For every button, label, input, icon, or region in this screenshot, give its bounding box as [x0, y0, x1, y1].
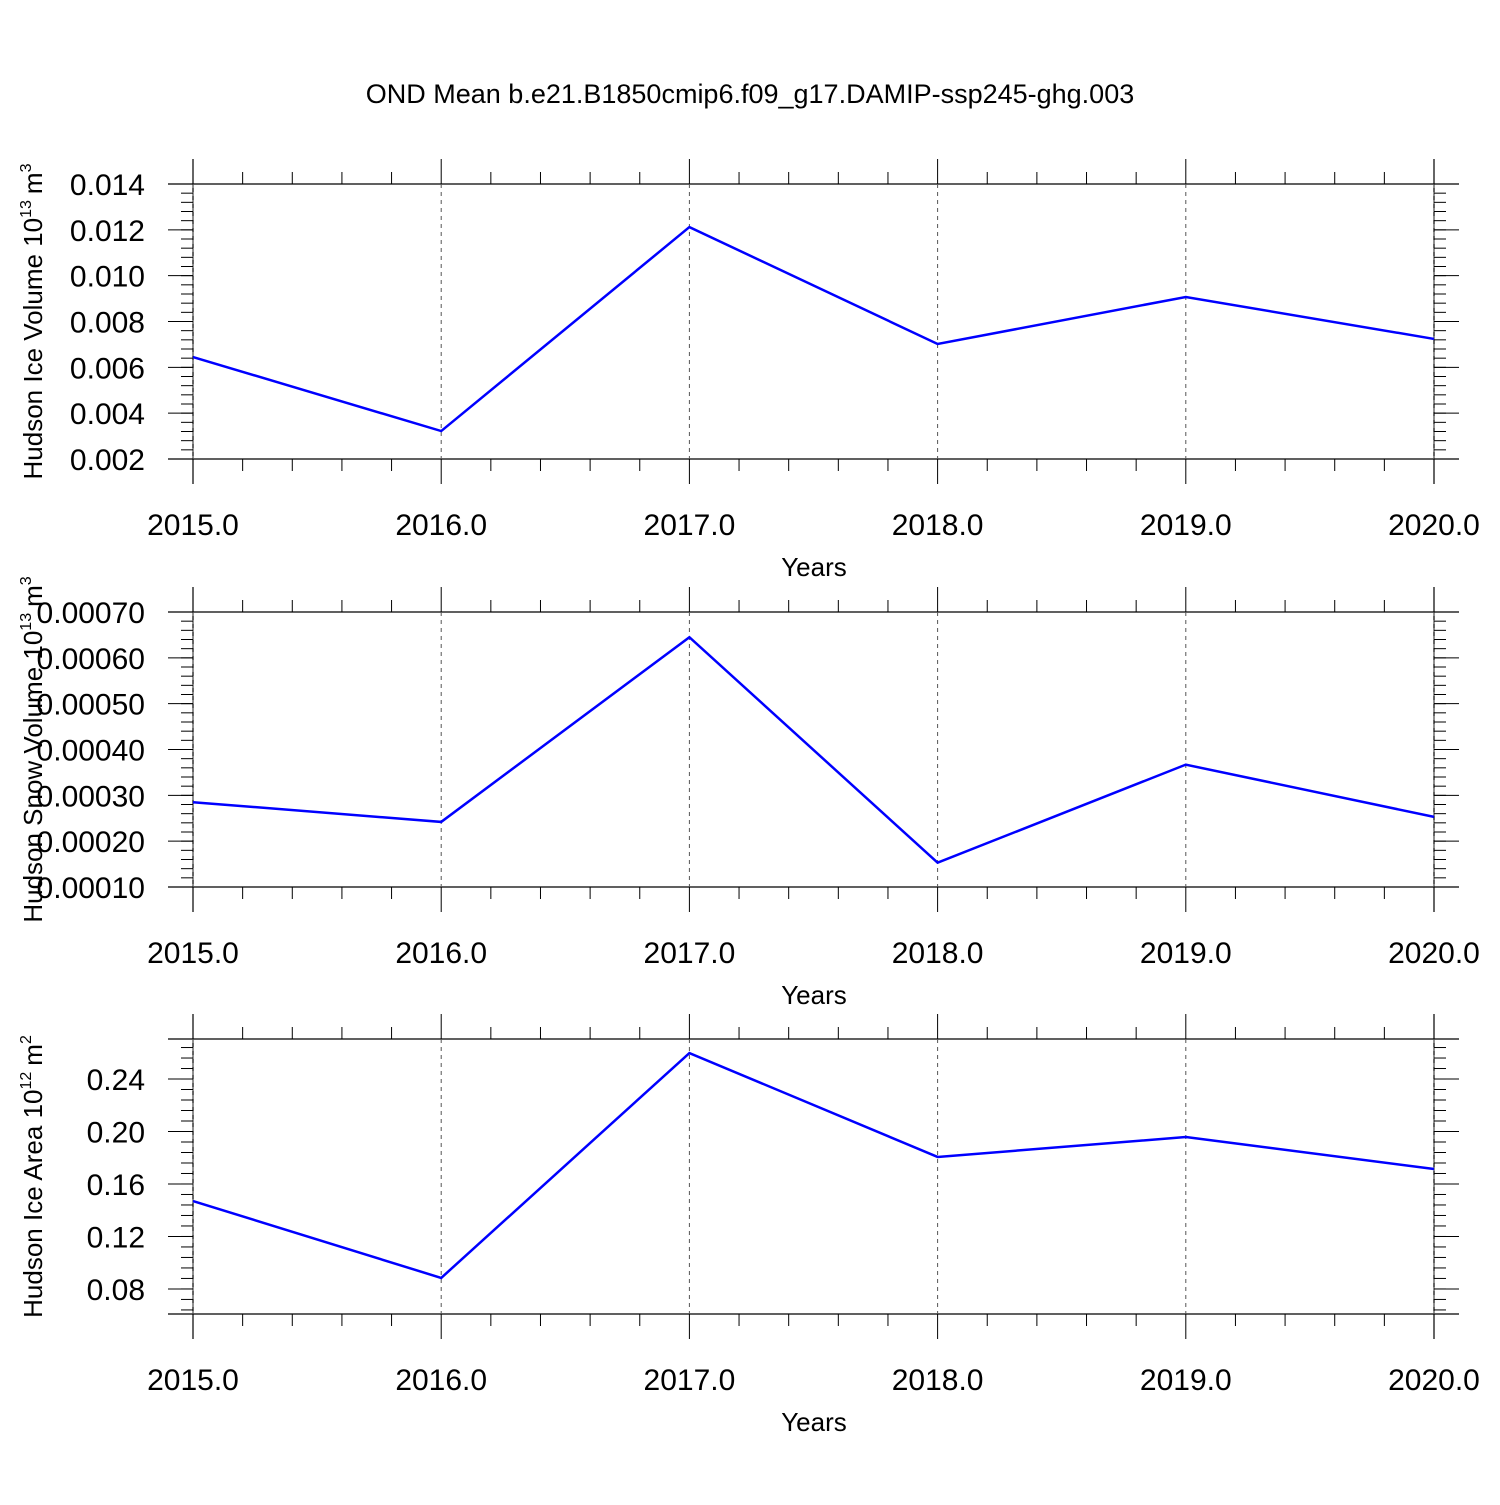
y-tick-label: 0.24 [87, 1064, 145, 1097]
y-axis-label-unit: m [18, 172, 48, 194]
panel: 2015.0 2016.0 2017.0 2018.0 2019.0 2020.0 0.00… [18, 576, 1480, 1010]
panel: 2015.0 2016.0 2017.0 2018.0 2019.0 2020.0 0.01… [18, 159, 1480, 582]
x-tick-label: 2018.0 [892, 937, 984, 970]
panel: 2015.0 2016.0 2017.0 2018.0 2019.0 2020.0 0.24… [18, 1014, 1480, 1437]
x-tick-label: 2017.0 [644, 937, 736, 970]
y-axis-label: Hudson Snow Volume 1013 m3 [18, 576, 48, 922]
x-tick-label: 2020.0 [1388, 1364, 1480, 1397]
data-line [192, 635, 1435, 865]
x-tick-label: 2017.0 [644, 509, 736, 542]
data-line [192, 1051, 1435, 1280]
y-tick-label: 0.00020 [37, 826, 145, 859]
x-tick-label: 2015.0 [147, 937, 239, 970]
x-tick-label: 2019.0 [1140, 509, 1232, 542]
y-tick-label: 0.002 [70, 444, 145, 477]
y-tick-label: 0.014 [70, 169, 145, 202]
y-axis-label-unit-exponent: 3 [18, 163, 35, 172]
y-axis-label-exponent: 13 [18, 613, 35, 631]
x-tick-label: 2016.0 [395, 1364, 487, 1397]
y-axis-label-unit-exponent: 2 [18, 1035, 35, 1044]
y-axis-label-unit-exponent: 3 [18, 576, 35, 585]
y-tick-label: 0.20 [87, 1116, 145, 1149]
x-tick-label: 2018.0 [892, 509, 984, 542]
y-tick-label: 0.00060 [37, 643, 145, 676]
y-axis-label-unit: m [18, 1044, 48, 1066]
x-tick-label: 2018.0 [892, 1364, 984, 1397]
y-tick-label: 0.008 [70, 307, 145, 340]
y-tick-label: 0.08 [87, 1274, 145, 1307]
y-tick-label: 0.004 [70, 398, 145, 431]
y-axis-label-exponent: 13 [18, 200, 35, 218]
data-line [192, 225, 1435, 433]
x-axis-label: Years [781, 1407, 847, 1437]
y-axis-label: Hudson Ice Volume 1013 m3 [18, 163, 48, 479]
y-axis-label-text: Hudson Ice Volume 10 [18, 218, 48, 480]
y-axis-label-text: Hudson Ice Area 10 [18, 1089, 48, 1317]
x-axis-label: Years [781, 980, 847, 1010]
x-tick-label: 2017.0 [644, 1364, 736, 1397]
y-tick-label: 0.00070 [37, 597, 145, 630]
x-tick-label: 2015.0 [147, 509, 239, 542]
x-tick-label: 2015.0 [147, 1364, 239, 1397]
y-tick-label: 0.00010 [37, 872, 145, 905]
y-axis-label-unit: m [18, 585, 48, 607]
y-axis-label-exponent: 12 [18, 1072, 35, 1090]
figure-title: OND Mean b.e21.B1850cmip6.f09_g17.DAMIP-… [366, 79, 1134, 109]
y-tick-label: 0.00030 [37, 780, 145, 813]
y-tick-label: 0.00040 [37, 735, 145, 768]
y-tick-label: 0.010 [70, 261, 145, 294]
y-tick-label: 0.012 [70, 215, 145, 248]
x-axis-label: Years [781, 552, 847, 582]
x-tick-label: 2020.0 [1388, 509, 1480, 542]
y-axis-label-text: Hudson Snow Volume 10 [18, 631, 48, 923]
y-axis-label: Hudson Ice Area 1012 m2 [18, 1035, 48, 1318]
y-tick-label: 0.12 [87, 1221, 145, 1254]
y-tick-label: 0.006 [70, 352, 145, 385]
x-tick-label: 2019.0 [1140, 937, 1232, 970]
y-tick-label: 0.00050 [37, 689, 145, 722]
y-tick-label: 0.16 [87, 1169, 145, 1202]
x-tick-label: 2016.0 [395, 509, 487, 542]
x-tick-label: 2019.0 [1140, 1364, 1232, 1397]
x-tick-label: 2020.0 [1388, 937, 1480, 970]
x-tick-label: 2016.0 [395, 937, 487, 970]
